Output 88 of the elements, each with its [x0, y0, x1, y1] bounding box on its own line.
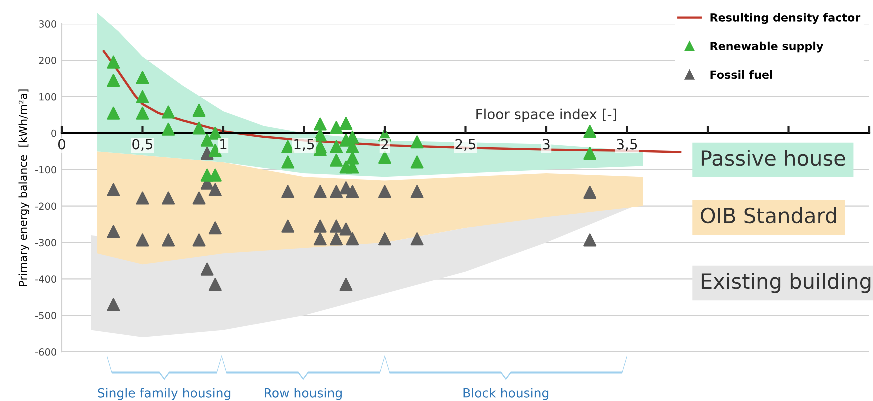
y-tick-label: 200: [39, 56, 56, 64]
point: [378, 150, 392, 164]
point: [282, 140, 295, 154]
legend-label: Resulting density factor: [710, 13, 861, 24]
point: [192, 104, 206, 117]
y-axis-title: Primary energy balance [kWh/m²a]: [18, 90, 30, 286]
point: [107, 106, 120, 120]
point: [208, 126, 222, 140]
x-axis-title: Floor space index [-]: [476, 108, 616, 122]
point: [330, 121, 344, 134]
annotation: Passive house: [702, 150, 846, 166]
point: [136, 234, 150, 247]
point: [584, 125, 597, 138]
point: [340, 278, 353, 292]
point: [410, 156, 424, 169]
y-tick-label: -600: [36, 348, 56, 356]
point: [282, 220, 295, 233]
x-tick-label: 0,5: [132, 139, 153, 152]
x-tick-label: 3: [543, 139, 550, 150]
y-tick-label: -500: [36, 312, 56, 320]
point: [314, 232, 327, 246]
point: [282, 185, 295, 198]
point: [208, 278, 222, 292]
point: [340, 117, 353, 130]
point: [346, 232, 360, 246]
point: [192, 192, 206, 205]
y-tick-label: -100: [36, 166, 56, 174]
point: [107, 298, 120, 312]
point: [200, 134, 214, 147]
point: [136, 192, 150, 205]
legend-label: Renewable supply: [710, 42, 824, 53]
point: [282, 156, 295, 169]
point: [314, 185, 327, 198]
point: [192, 234, 206, 247]
point: [208, 168, 222, 182]
point: [378, 185, 392, 198]
point: [584, 146, 597, 160]
x-tick-label: 0: [58, 139, 66, 150]
y-tick-label: 100: [40, 93, 56, 101]
text: Row housing: [265, 388, 342, 400]
x-tick-label: 1,5: [294, 139, 314, 152]
point: [410, 136, 424, 149]
point: [107, 183, 120, 196]
point: [200, 262, 214, 276]
x-tick-label: 1: [220, 139, 227, 150]
point: [208, 222, 222, 235]
point: [162, 122, 176, 136]
point: [162, 106, 176, 119]
y-tick-label: -200: [36, 202, 56, 210]
y-tick-label: 300: [39, 20, 56, 28]
point: [107, 56, 120, 69]
y-tick-label: -400: [36, 276, 56, 284]
legend-label: Fossil fuel: [710, 70, 772, 80]
point: [330, 232, 344, 246]
annotation: Existing building: [702, 273, 871, 294]
point: [410, 232, 424, 246]
point: [314, 128, 327, 142]
point: [584, 186, 597, 199]
x-tick-label: 3,5: [617, 139, 638, 152]
y-tick-label: -300: [36, 239, 56, 247]
y-tick-label: 0: [52, 130, 56, 138]
point: [584, 234, 597, 247]
point: [330, 185, 344, 198]
point: [330, 220, 344, 233]
point: [107, 74, 120, 88]
point: [200, 146, 214, 160]
line-series: [102, 50, 682, 154]
point: [162, 234, 176, 247]
point: [330, 154, 344, 167]
point: [378, 232, 392, 246]
text: Single family housing: [98, 388, 231, 400]
annotation: OIB Standard: [701, 208, 836, 224]
point: [107, 225, 120, 238]
x-tick-label: 2,5: [456, 139, 476, 152]
point: [330, 140, 344, 154]
point: [314, 220, 327, 233]
point: [208, 144, 222, 158]
text: Block housing: [464, 388, 549, 400]
point: [136, 71, 150, 84]
point: [346, 185, 360, 198]
point: [136, 90, 150, 104]
point: [208, 183, 222, 196]
point: [162, 192, 176, 205]
point: [192, 122, 206, 135]
point: [136, 106, 150, 120]
point: [340, 222, 353, 236]
point: [314, 118, 327, 131]
point: [410, 185, 424, 198]
